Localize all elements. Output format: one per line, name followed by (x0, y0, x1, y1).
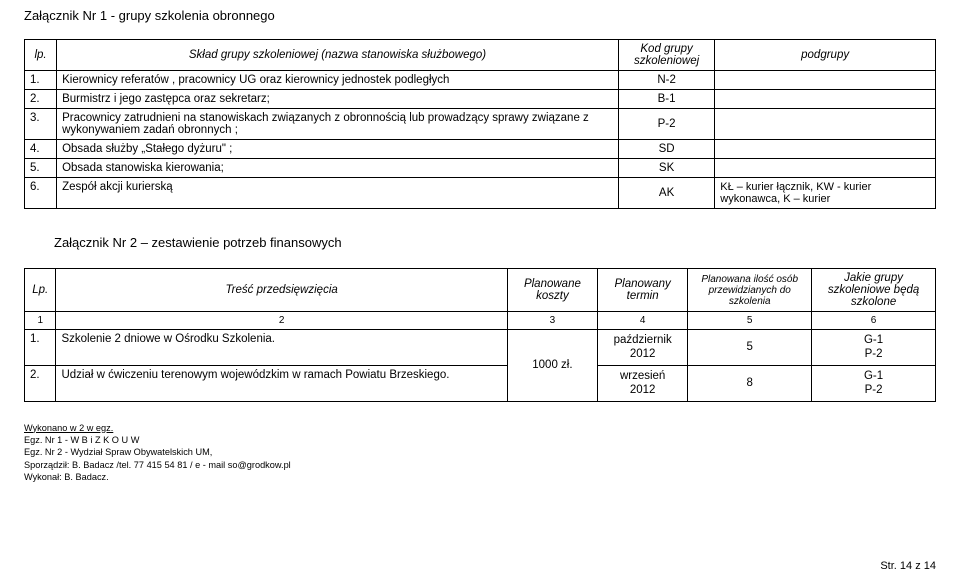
footer-l5: Wykonał: B. Badacz. (24, 471, 936, 483)
t1-r4-code: SK (618, 159, 714, 178)
footer-block: Wykonano w 2 w egz. Egz. Nr 1 - W B i Z … (24, 422, 936, 484)
t1-r2-sub (715, 109, 936, 140)
t2-r0-lp: 1. (25, 330, 56, 366)
t2-h-cost: Planowane koszty (507, 269, 597, 312)
t1-r2-code: P-2 (618, 109, 714, 140)
footer-l4: Sporządził: B. Badacz /tel. 77 415 54 81… (24, 459, 936, 471)
t1-r5-desc: Zespół akcji kurierską (57, 178, 619, 209)
t1-r1-sub (715, 90, 936, 109)
groups-table: lp. Skład grupy szkoleniowej (nazwa stan… (24, 39, 936, 209)
table-row: 3. Pracownicy zatrudnieni na stanowiskac… (25, 109, 936, 140)
t1-r0-desc: Kierownicy referatów , pracownicy UG ora… (57, 71, 619, 90)
t2-r1-lp: 2. (25, 365, 56, 401)
t1-r0-code: N-2 (618, 71, 714, 90)
table-row: 6. Zespół akcji kurierską AK KŁ – kurier… (25, 178, 936, 209)
t1-r3-lp: 4. (25, 140, 57, 159)
t1-r3-code: SD (618, 140, 714, 159)
t1-r3-desc: Obsada służby „Stałego dyżuru" ; (57, 140, 619, 159)
table-row: 5. Obsada stanowiska kierowania; SK (25, 159, 936, 178)
table-row: 1. Kierownicy referatów , pracownicy UG … (25, 71, 936, 90)
t1-r2-desc: Pracownicy zatrudnieni na stanowiskach z… (57, 109, 619, 140)
t2-h-term: Planowany termin (598, 269, 688, 312)
t1-r5-sub: KŁ – kurier łącznik, KW - kurier wykonaw… (715, 178, 936, 209)
t2-r1-desc: Udział w ćwiczeniu terenowym wojewódzkim… (56, 365, 507, 401)
t2-r0-grp: G-1 P-2 (812, 330, 936, 366)
t2-n5: 5 (688, 312, 812, 330)
finance-table: Lp. Treść przedsięwzięcia Planowane kosz… (24, 268, 936, 402)
t1-r1-lp: 2. (25, 90, 57, 109)
page-number: Str. 14 z 14 (880, 560, 936, 572)
t2-r1-term-l1: wrzesień (620, 370, 665, 382)
table-row: 2. Burmistrz i jego zastępca oraz sekret… (25, 90, 936, 109)
t1-r3-sub (715, 140, 936, 159)
footer-l2: Egz. Nr 1 - W B i Z K O U W (24, 434, 936, 446)
t2-h-grp: Jakie grupy szkoleniowe będą szkolone (812, 269, 936, 312)
t1-r4-lp: 5. (25, 159, 57, 178)
t2-h-ppl: Planowana ilość osób przewidzianych do s… (688, 269, 812, 312)
t1-h-lp: lp. (25, 40, 57, 71)
t2-h-desc: Treść przedsięwzięcia (56, 269, 507, 312)
t1-r5-code: AK (618, 178, 714, 209)
t2-r1-term: wrzesień 2012 (598, 365, 688, 401)
t2-n6: 6 (812, 312, 936, 330)
t1-r1-desc: Burmistrz i jego zastępca oraz sekretarz… (57, 90, 619, 109)
attachment2-title: Załącznik Nr 2 – zestawienie potrzeb fin… (54, 235, 936, 250)
t2-r1-term-l2: 2012 (630, 384, 656, 396)
attachment1-title: Załącznik Nr 1 - grupy szkolenia obronne… (24, 8, 936, 23)
t2-r0-desc: Szkolenie 2 dniowe w Ośrodku Szkolenia. (56, 330, 507, 366)
table2-number-row: 1 2 3 4 5 6 (25, 312, 936, 330)
t2-h-lp: Lp. (25, 269, 56, 312)
table2-header-row: Lp. Treść przedsięwzięcia Planowane kosz… (25, 269, 936, 312)
t1-r0-sub (715, 71, 936, 90)
t2-r0-grp-l2: P-2 (865, 348, 883, 360)
t2-n2: 2 (56, 312, 507, 330)
t1-r5-lp: 6. (25, 178, 57, 209)
t2-r0-term-l2: 2012 (630, 348, 656, 360)
t2-r1-grp: G-1 P-2 (812, 365, 936, 401)
t1-r4-sub (715, 159, 936, 178)
t1-h-sub: podgrupy (715, 40, 936, 71)
t1-r2-lp: 3. (25, 109, 57, 140)
t2-r0-ppl: 5 (688, 330, 812, 366)
t2-r0-term: październik 2012 (598, 330, 688, 366)
t2-r1-ppl: 8 (688, 365, 812, 401)
t2-r0-grp-l1: G-1 (864, 334, 883, 346)
t1-r4-desc: Obsada stanowiska kierowania; (57, 159, 619, 178)
t2-n3: 3 (507, 312, 597, 330)
t1-h-code: Kod grupy szkoleniowej (618, 40, 714, 71)
t2-n1: 1 (25, 312, 56, 330)
t2-r0-term-l1: październik (614, 334, 672, 346)
table-row: 1. Szkolenie 2 dniowe w Ośrodku Szkoleni… (25, 330, 936, 366)
table1-header-row: lp. Skład grupy szkoleniowej (nazwa stan… (25, 40, 936, 71)
t1-r0-lp: 1. (25, 71, 57, 90)
footer-l1: Wykonano w 2 w egz. (24, 422, 936, 434)
t2-r1-grp-l1: G-1 (864, 370, 883, 382)
t1-h-desc: Skład grupy szkoleniowej (nazwa stanowis… (57, 40, 619, 71)
t1-r1-code: B-1 (618, 90, 714, 109)
table-row: 4. Obsada służby „Stałego dyżuru" ; SD (25, 140, 936, 159)
t2-n4: 4 (598, 312, 688, 330)
table-row: 2. Udział w ćwiczeniu terenowym wojewódz… (25, 365, 936, 401)
t2-r1-grp-l2: P-2 (865, 384, 883, 396)
footer-l3: Egz. Nr 2 - Wydział Spraw Obywatelskich … (24, 446, 936, 458)
t2-cost-merged: 1000 zł. (507, 330, 597, 402)
